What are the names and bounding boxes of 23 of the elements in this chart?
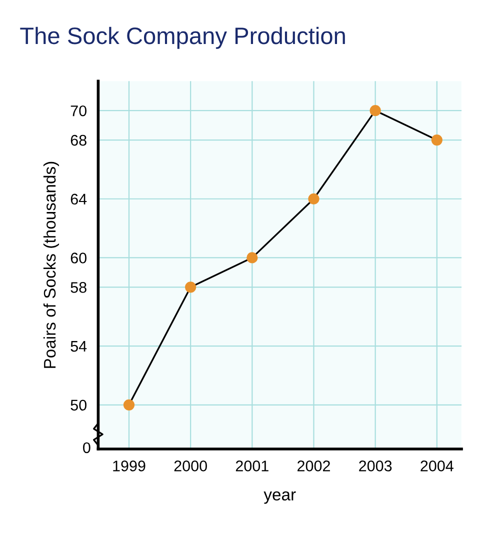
y-tick-label: 68	[70, 134, 86, 146]
text: 0	[83, 442, 90, 454]
x-axis-title: year	[264, 491, 296, 504]
point	[431, 134, 442, 146]
y-axis-title: Poairs of Socks (thousands)	[43, 162, 59, 368]
y-tick-label: 60	[70, 252, 86, 264]
x-tick-label: 2000	[174, 460, 207, 472]
x-tick-label: 1999	[113, 460, 146, 472]
x-tick-label: 2002	[298, 460, 330, 472]
point	[246, 252, 258, 264]
x-tick-label: 2003	[359, 460, 392, 472]
point	[308, 193, 320, 204]
chart-title: The Sock Company Production	[20, 26, 345, 49]
y-tick-label: 58	[70, 282, 86, 293]
y-tick-label: 64	[70, 194, 87, 205]
y-tick-label: 54	[70, 341, 87, 352]
point	[370, 105, 381, 116]
x-tick-label: 2004	[420, 460, 454, 472]
point	[123, 399, 135, 410]
point	[185, 282, 196, 293]
x-tick-label: 2001	[236, 460, 268, 472]
y-tick-label: 50	[70, 400, 86, 411]
y-tick-label: 70	[70, 105, 86, 116]
